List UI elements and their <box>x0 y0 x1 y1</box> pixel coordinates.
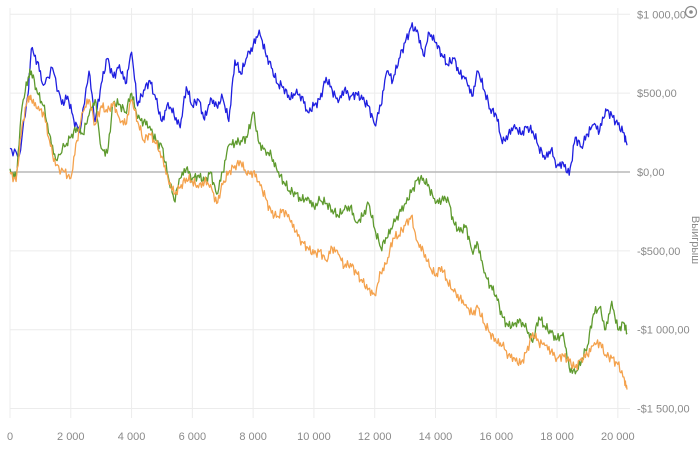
series-line-2 <box>9 68 628 375</box>
settings-icon[interactable] <box>684 5 698 19</box>
x-tick-label: 6 000 <box>179 431 207 443</box>
y-tick-label: $0,00 <box>637 167 665 179</box>
x-tick-label: 16 000 <box>479 431 513 443</box>
y-tick-label: $500,00 <box>637 88 677 100</box>
series-lines <box>9 22 628 390</box>
x-tick-label: 14 000 <box>419 431 453 443</box>
y-tick-label: -$500,00 <box>637 246 680 258</box>
x-tick-label: 10 000 <box>297 431 331 443</box>
x-tick-label: 12 000 <box>358 431 392 443</box>
x-tick-label: 4 000 <box>118 431 146 443</box>
x-tick-label: 20 000 <box>601 431 635 443</box>
x-tick-label: 8 000 <box>239 431 267 443</box>
y-axis-label: Выигрыш <box>689 216 700 264</box>
x-tick-label: 0 <box>7 431 13 443</box>
x-axis-ticks: 0 2 000 4 000 6 000 8 000 10 000 12 000 14 000 1… <box>7 431 635 443</box>
series-line-3 <box>9 94 628 390</box>
series-line-1 <box>9 22 628 176</box>
y-tick-label: -$1 000,00 <box>637 325 690 337</box>
grid <box>9 8 630 418</box>
y-tick-label: $1 000,00 <box>637 9 686 21</box>
y-tick-label: -$1 500,00 <box>637 404 690 416</box>
y-axis-ticks: -$1 500,00 -$1 000,00 -$500,00 $0,00 $500,00… <box>637 9 690 415</box>
x-tick-label: 2 000 <box>57 431 85 443</box>
x-tick-label: 18 000 <box>540 431 574 443</box>
